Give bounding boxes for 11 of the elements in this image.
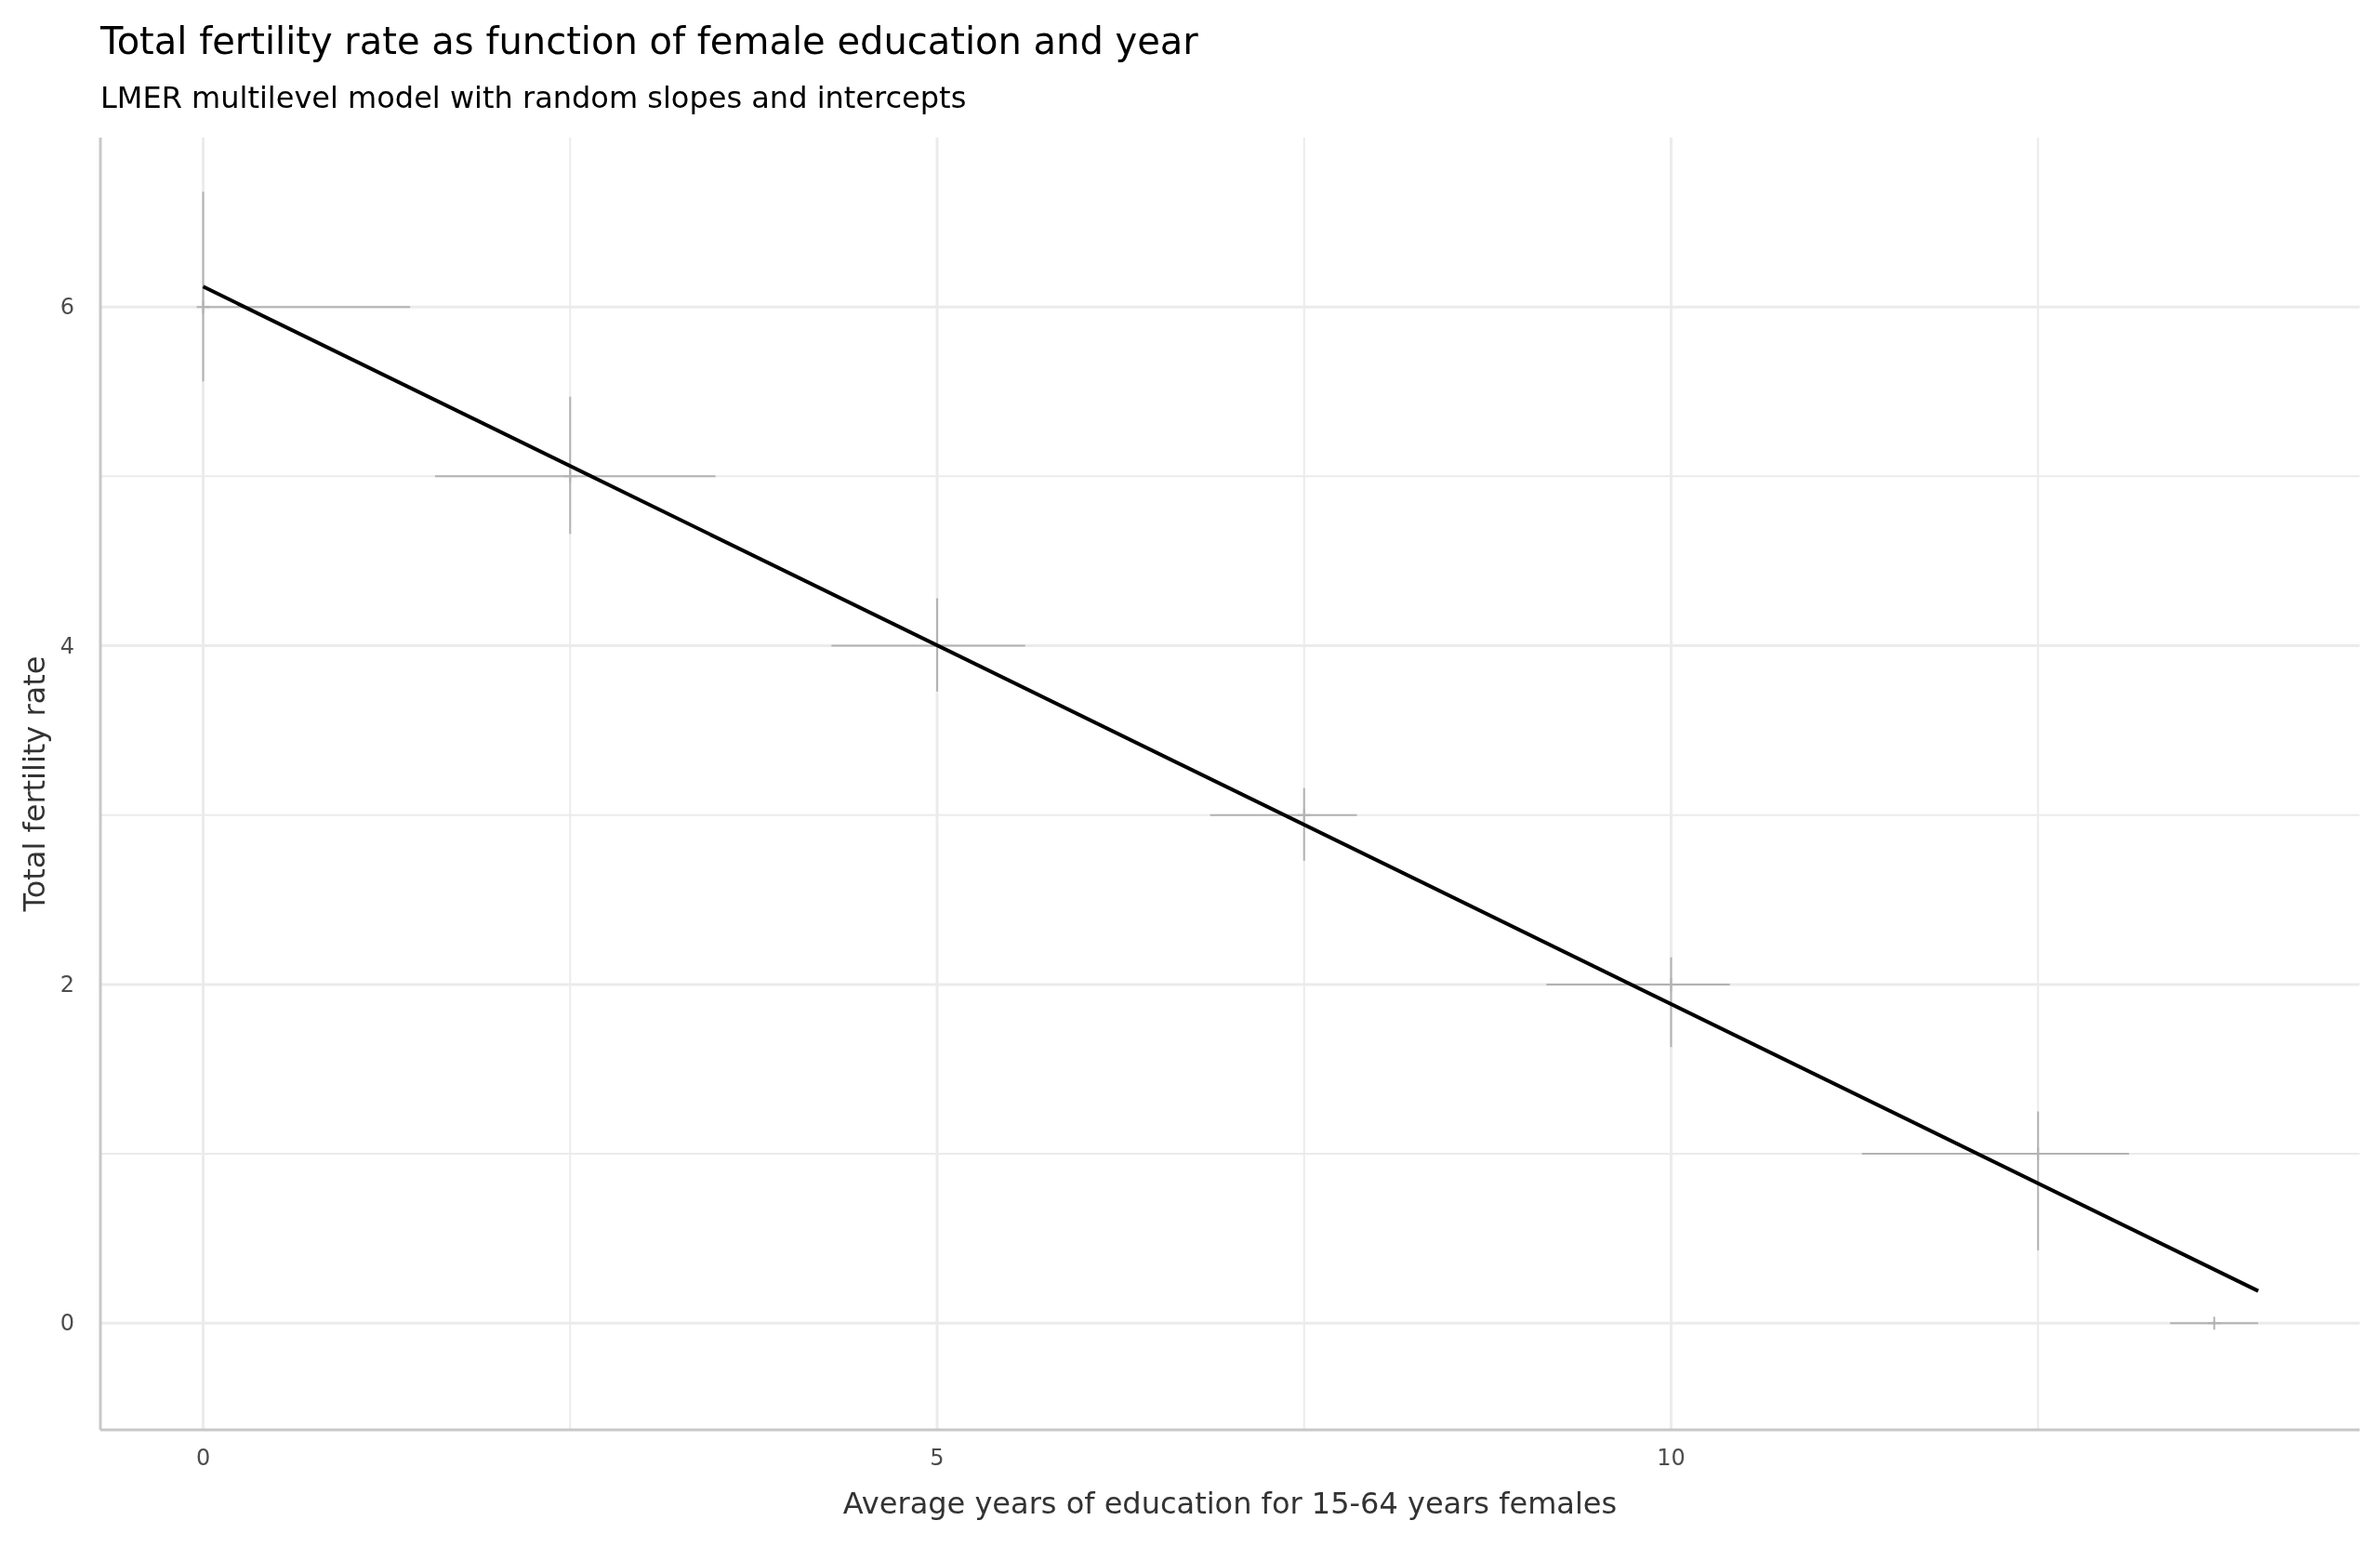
y-tick-label: 6 (60, 294, 74, 321)
x-axis-title: Average years of education for 15-64 years females (842, 1486, 1618, 1521)
x-tick-label: 5 (930, 1445, 945, 1471)
chart-subtitle: LMER multilevel model with random slopes and intercepts (100, 80, 967, 115)
y-tick-label: 2 (60, 971, 74, 998)
y-tick-label: 0 (60, 1310, 74, 1337)
y-tick-label: 4 (60, 632, 74, 659)
y-axis-title: Total fertility rate (17, 655, 52, 913)
chart-title: Total fertility rate as function of female education and year (99, 20, 1199, 62)
x-tick-label: 10 (1657, 1445, 1686, 1471)
x-tick-label: 0 (195, 1445, 211, 1471)
